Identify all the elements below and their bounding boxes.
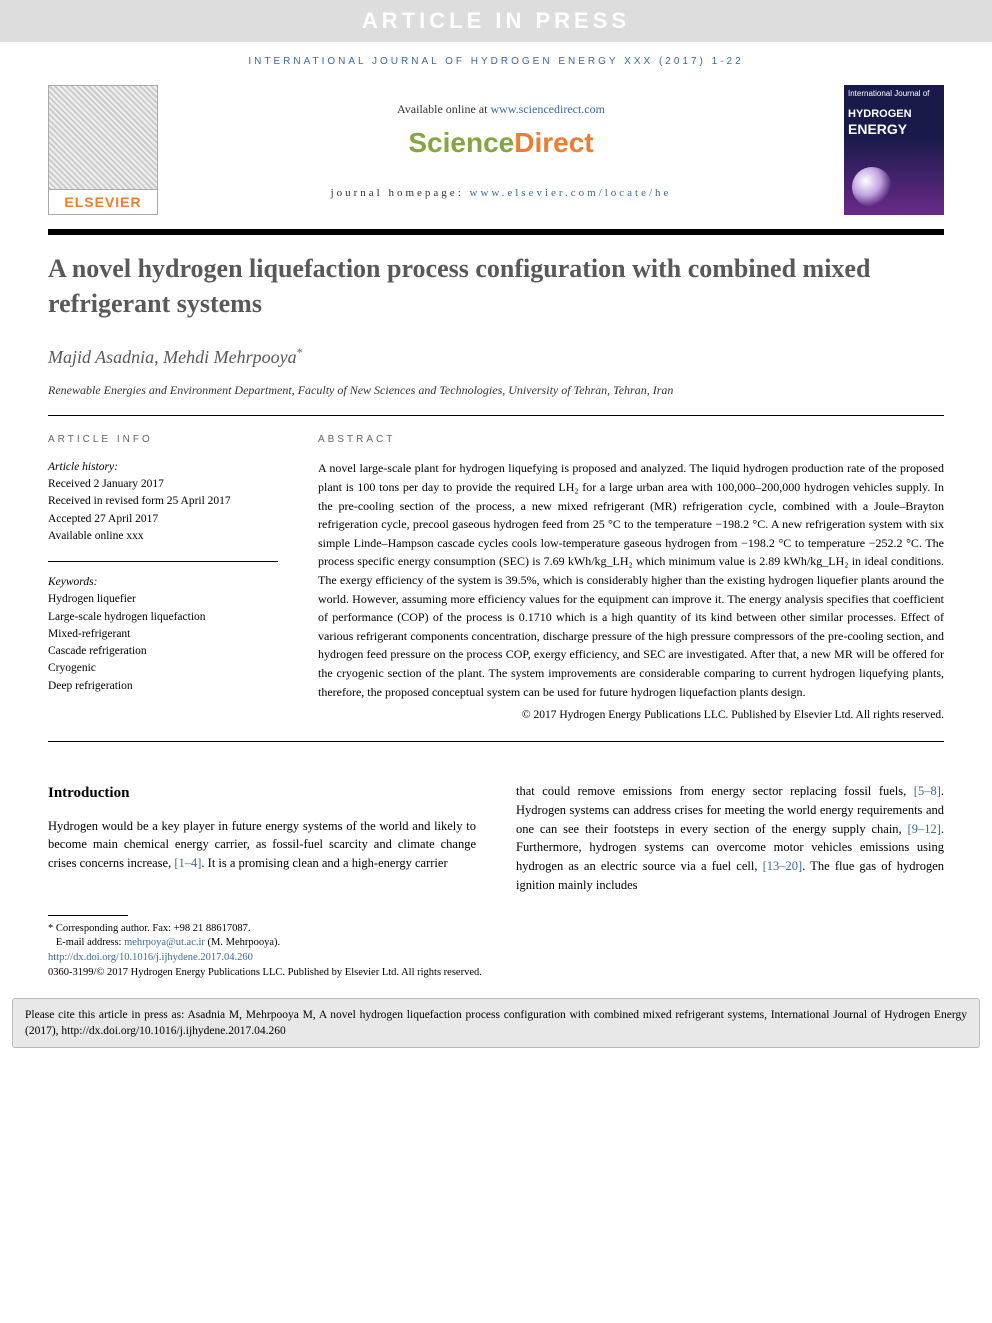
history-revised: Received in revised form 25 April 2017 (48, 493, 278, 510)
homepage-link[interactable]: www.elsevier.com/locate/he (470, 187, 672, 199)
citation-box: Please cite this article in press as: As… (12, 998, 980, 1048)
email-link[interactable]: mehrpoya@ut.ac.ir (124, 937, 205, 948)
elsevier-logo: ELSEVIER (48, 85, 158, 215)
elsevier-wordmark: ELSEVIER (64, 194, 141, 210)
abstract-column: ABSTRACT A novel large-scale plant for h… (318, 432, 944, 725)
info-abstract-row: ARTICLE INFO Article history: Received 2… (0, 416, 992, 725)
ref-link[interactable]: [5–8] (914, 784, 941, 798)
journal-homepage-line: journal homepage: www.elsevier.com/locat… (331, 187, 672, 199)
cover-line3: ENERGY (848, 121, 940, 137)
keyword: Large-scale hydrogen liquefaction (48, 609, 278, 626)
email-suffix: (M. Mehrpooya). (205, 937, 280, 948)
keywords-label: Keywords: (48, 561, 278, 591)
intro-para-2: that could remove emissions from energy … (516, 782, 944, 895)
article-info-column: ARTICLE INFO Article history: Received 2… (48, 432, 278, 725)
keyword: Cascade refrigeration (48, 643, 278, 660)
article-info-heading: ARTICLE INFO (48, 432, 278, 447)
available-online-line: Available online at www.sciencedirect.co… (397, 102, 605, 117)
footnote-rule (48, 915, 128, 916)
intro-para-1: Hydrogen would be a key player in future… (48, 817, 476, 873)
abstract-text: A novel large-scale plant for hydrogen l… (318, 459, 944, 701)
sciencedirect-link[interactable]: www.sciencedirect.com (490, 102, 605, 116)
body-col-right: that could remove emissions from energy … (516, 782, 944, 895)
intro-text-1b: . It is a promising clean and a high-ene… (201, 856, 447, 870)
history-received: Received 2 January 2017 (48, 476, 278, 493)
history-online: Available online xxx (48, 528, 278, 545)
article-title: A novel hydrogen liquefaction process co… (0, 235, 992, 333)
history-label: Article history: (48, 459, 278, 476)
article-in-press-banner: ARTICLE IN PRESS (0, 0, 992, 42)
journal-reference: INTERNATIONAL JOURNAL OF HYDROGEN ENERGY… (0, 42, 992, 85)
doi-link[interactable]: http://dx.doi.org/10.1016/j.ijhydene.201… (48, 952, 253, 963)
corresponding-author-footnote: * Corresponding author. Fax: +98 21 8861… (48, 922, 944, 937)
affiliation: Renewable Energies and Environment Depar… (0, 376, 992, 415)
cover-orb-icon (852, 167, 892, 207)
issn-copyright: 0360-3199/© 2017 Hydrogen Energy Publica… (48, 966, 944, 981)
footnote-block: * Corresponding author. Fax: +98 21 8861… (0, 895, 992, 991)
cover-line1: International Journal of (848, 89, 940, 98)
introduction-heading: Introduction (48, 782, 476, 805)
intro-text-2a: that could remove emissions from energy … (516, 784, 914, 798)
sd-logo-left: Science (408, 127, 514, 158)
keyword: Cryogenic (48, 660, 278, 677)
email-label: E-mail address: (56, 937, 124, 948)
body-columns: Introduction Hydrogen would be a key pla… (0, 742, 992, 895)
body-col-left: Introduction Hydrogen would be a key pla… (48, 782, 476, 895)
author-1: Majid Asadnia (48, 347, 154, 367)
cover-line2: HYDROGEN (848, 108, 940, 121)
history-accepted: Accepted 27 April 2017 (48, 511, 278, 528)
abstract-copyright: © 2017 Hydrogen Energy Publications LLC.… (318, 707, 944, 725)
corresponding-mark: * (297, 345, 303, 359)
sciencedirect-logo: ScienceDirect (408, 127, 593, 159)
sd-logo-right: Direct (514, 127, 593, 158)
available-prefix: Available online at (397, 102, 490, 116)
keyword: Mixed-refrigerant (48, 626, 278, 643)
authors-line: Majid Asadnia, Mehdi Mehrpooya* (0, 333, 992, 376)
ref-link[interactable]: [1–4] (174, 856, 201, 870)
page-container: ARTICLE IN PRESS INTERNATIONAL JOURNAL O… (0, 0, 992, 1048)
keyword: Deep refrigeration (48, 678, 278, 695)
homepage-prefix: journal homepage: (331, 187, 470, 199)
ref-link[interactable]: [9–12] (908, 822, 941, 836)
elsevier-tree-icon (49, 86, 157, 190)
author-2: Mehdi Mehrpooya (163, 347, 296, 367)
keyword: Hydrogen liquefier (48, 591, 278, 608)
header-block: ELSEVIER Available online at www.science… (0, 85, 992, 215)
journal-cover-thumbnail: International Journal of HYDROGEN ENERGY (844, 85, 944, 215)
abstract-heading: ABSTRACT (318, 432, 944, 448)
header-center: Available online at www.sciencedirect.co… (182, 85, 820, 215)
email-line: E-mail address: mehrpoya@ut.ac.ir (M. Me… (48, 936, 944, 951)
ref-link[interactable]: [13–20] (763, 859, 803, 873)
